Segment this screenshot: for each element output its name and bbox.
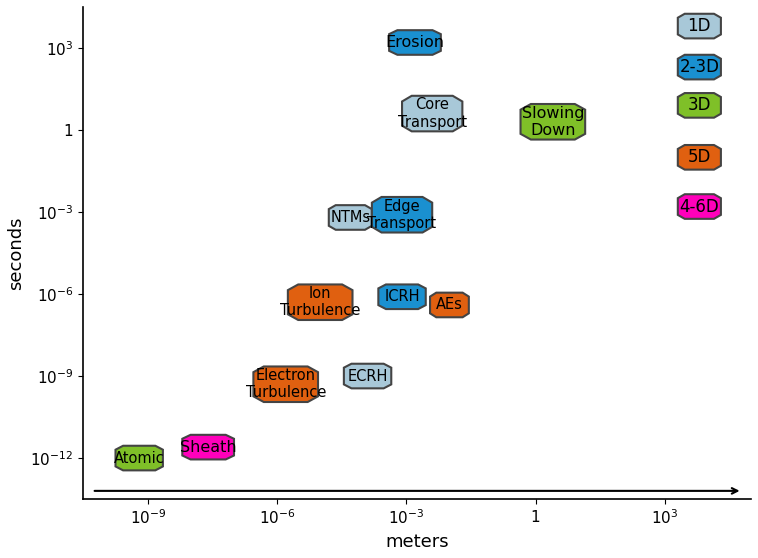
Text: Atomic: Atomic <box>114 450 164 465</box>
Text: 4-6D: 4-6D <box>679 198 719 215</box>
Text: Core
Transport: Core Transport <box>398 98 467 130</box>
Text: 5D: 5D <box>688 148 711 166</box>
Text: Erosion: Erosion <box>386 35 444 50</box>
Text: NTMs: NTMs <box>330 210 371 225</box>
Text: 3D: 3D <box>688 97 711 114</box>
Text: ICRH: ICRH <box>384 289 420 304</box>
Polygon shape <box>378 285 426 309</box>
Polygon shape <box>678 145 721 170</box>
Polygon shape <box>678 194 721 219</box>
Polygon shape <box>678 55 721 79</box>
Polygon shape <box>389 30 441 55</box>
X-axis label: meters: meters <box>385 533 449 551</box>
Polygon shape <box>344 364 391 388</box>
Text: Edge
Transport: Edge Transport <box>368 199 437 231</box>
Text: AEs: AEs <box>436 297 463 312</box>
Polygon shape <box>329 205 372 230</box>
Text: Slowing
Down: Slowing Down <box>522 105 584 138</box>
Polygon shape <box>402 96 462 131</box>
Polygon shape <box>678 93 721 118</box>
Polygon shape <box>372 197 432 233</box>
Polygon shape <box>182 435 234 459</box>
Polygon shape <box>115 446 163 470</box>
Polygon shape <box>430 292 469 318</box>
Polygon shape <box>288 285 352 320</box>
Text: 1D: 1D <box>688 17 711 35</box>
Text: Ion
Turbulence: Ion Turbulence <box>280 286 360 319</box>
Polygon shape <box>521 104 585 140</box>
Text: 2-3D: 2-3D <box>679 58 719 76</box>
Polygon shape <box>253 367 318 402</box>
Polygon shape <box>678 14 721 39</box>
Y-axis label: seconds: seconds <box>7 217 25 290</box>
Text: Electron
Turbulence: Electron Turbulence <box>246 368 326 401</box>
Text: Sheath: Sheath <box>180 440 236 455</box>
Text: ECRH: ECRH <box>347 368 388 383</box>
